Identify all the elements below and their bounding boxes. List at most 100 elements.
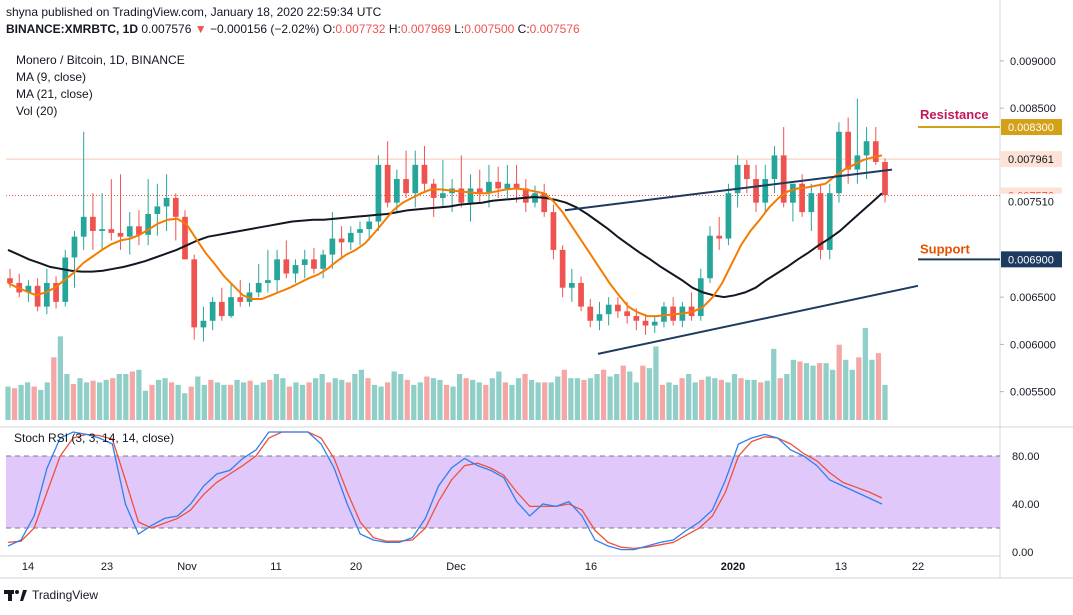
legend-title[interactable]: Monero / Bitcoin, 1D, BINANCE <box>16 53 185 67</box>
stoch-d-line <box>7 431 883 550</box>
volume-bar <box>620 365 626 420</box>
stoch-rsi-label[interactable]: Stoch RSI (3, 3, 14, 14, close) <box>14 431 175 445</box>
volume-bar <box>646 368 653 420</box>
volume-bar <box>797 361 803 420</box>
lower-trendline <box>597 284 919 355</box>
close-label: C: <box>517 22 530 36</box>
candle-body <box>762 179 769 203</box>
volume-bar <box>201 384 207 420</box>
volume-bar <box>411 384 417 420</box>
volume-bar <box>456 374 463 420</box>
candle-body <box>320 254 327 269</box>
volume-bar <box>738 378 744 420</box>
volume-bar <box>483 384 489 420</box>
volume-bar <box>332 378 338 420</box>
price-label-bg <box>1001 251 1062 268</box>
volume-bar <box>463 378 469 420</box>
volume-bar <box>227 384 234 420</box>
price-tick-label: 0.005500 <box>1010 387 1056 399</box>
candle-body <box>568 282 575 288</box>
price-label-bg <box>1001 151 1062 168</box>
legend-ma21[interactable]: MA (21, close) <box>16 87 93 101</box>
volume-bar <box>686 374 692 420</box>
candle-body <box>753 179 759 203</box>
candle-body <box>725 193 732 239</box>
symbol-label[interactable]: BINANCE:XMRBTC, 1D <box>6 22 138 36</box>
candle-body <box>384 164 391 203</box>
candle-body <box>836 131 842 194</box>
volume-bar <box>758 382 764 420</box>
volume-bar <box>378 386 384 420</box>
candle-body <box>43 282 50 307</box>
volume-bar <box>123 374 129 420</box>
legend-vol[interactable]: Vol (20) <box>16 104 58 118</box>
volume-bar <box>509 384 515 420</box>
candle-body <box>329 238 336 255</box>
candle-body <box>799 183 805 213</box>
volume-bar <box>57 336 63 420</box>
volume-bar <box>790 359 796 420</box>
candle-body <box>7 278 13 283</box>
candle-body <box>513 183 520 189</box>
volume-bar <box>548 382 554 420</box>
candle-body <box>412 164 419 194</box>
time-tick-label: 13 <box>835 561 847 573</box>
support-annotation: Support <box>920 241 970 256</box>
price-tick-label: 0.006000 <box>1010 339 1056 351</box>
volume-bar <box>155 379 162 420</box>
volume-bar <box>90 380 96 420</box>
volume-bar <box>319 374 325 420</box>
footer-brand[interactable]: TradingView <box>32 588 99 602</box>
candle-body <box>191 259 198 328</box>
volume-bar <box>417 382 423 420</box>
indicator-legend: Monero / Bitcoin, 1D, BINANCE MA (9, clo… <box>16 52 185 120</box>
volume-bar <box>5 386 11 420</box>
candle-body <box>71 236 78 258</box>
volume-bar <box>515 378 522 420</box>
time-tick-label: 16 <box>585 561 597 573</box>
candle-body <box>80 216 87 237</box>
candle-body <box>126 226 133 237</box>
volume-bar <box>18 384 24 420</box>
candle-body <box>587 306 594 321</box>
candle-body <box>845 131 852 170</box>
price-tick-label: 0.008500 <box>1010 103 1056 115</box>
volume-bar <box>352 374 358 420</box>
volume-bar <box>653 346 659 420</box>
candle-body <box>209 301 216 321</box>
candle-body <box>117 232 124 237</box>
volume-bar <box>725 382 731 420</box>
candle-body <box>283 259 290 274</box>
legend-ma9[interactable]: MA (9, close) <box>16 70 87 84</box>
candle-body <box>790 183 796 203</box>
volume-bar <box>110 378 116 420</box>
stoch-k-line <box>7 431 883 551</box>
candle-body <box>882 162 888 196</box>
volume-bar <box>214 382 221 420</box>
candle-body <box>108 229 115 233</box>
volume-bar <box>44 382 50 420</box>
candle-body <box>615 304 621 312</box>
volume-bar <box>489 378 495 420</box>
volume-bar <box>672 384 679 420</box>
volume-bar <box>594 374 600 420</box>
low-value: 0.007500 <box>464 22 515 36</box>
volume-bar <box>339 379 345 420</box>
candle-body <box>25 285 32 293</box>
volume-bar <box>77 378 83 420</box>
upper-trendline <box>564 168 893 212</box>
candle-body <box>743 164 750 180</box>
volume-bar <box>816 363 823 420</box>
volume-bar <box>731 374 738 420</box>
candle-body <box>228 297 234 317</box>
candle-body <box>578 282 584 307</box>
volume-bar <box>718 379 724 420</box>
candle-body <box>467 188 474 203</box>
volume-bar <box>875 353 882 420</box>
time-tick-label: 23 <box>101 561 113 573</box>
volume-bar <box>502 382 509 420</box>
volume-bar <box>784 374 790 420</box>
volume-bar <box>149 384 155 420</box>
open-label: O: <box>322 22 336 36</box>
